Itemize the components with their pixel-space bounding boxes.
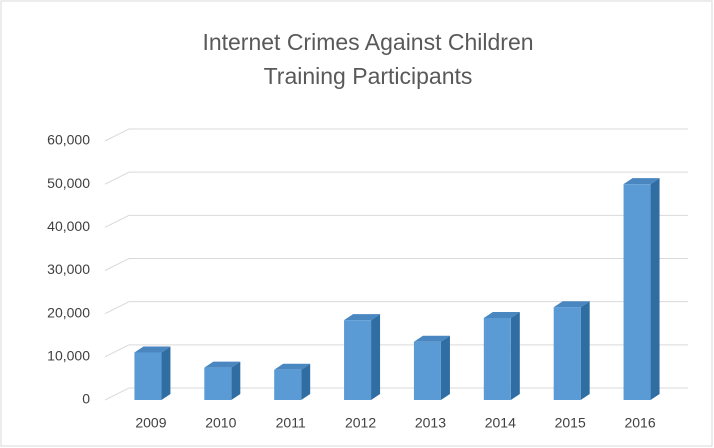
bar	[483, 317, 511, 400]
x-tick-label: 2013	[415, 415, 446, 431]
grid-line	[104, 171, 688, 185]
x-tick-label: 2011	[276, 415, 306, 431]
grid-line	[104, 128, 688, 142]
y-tick-label: 0	[82, 391, 90, 407]
bar-side	[161, 346, 171, 400]
bar	[623, 184, 651, 400]
x-tick-label: 2009	[135, 415, 166, 431]
bar-side	[301, 363, 311, 400]
y-tick-label: 60,000	[47, 132, 90, 148]
bar-side	[580, 301, 590, 400]
bar-top	[553, 301, 590, 308]
bar	[344, 320, 372, 400]
y-tick-label: 10,000	[47, 348, 90, 364]
bar	[134, 352, 162, 400]
y-tick-label: 30,000	[47, 261, 90, 277]
grid-line	[104, 258, 688, 271]
y-tick-label: 40,000	[47, 218, 90, 234]
x-tick-label: 2016	[624, 415, 655, 431]
grid-line	[104, 301, 688, 315]
bar-side	[510, 311, 520, 400]
y-tick-label: 20,000	[47, 304, 90, 320]
bar	[413, 341, 441, 400]
chart-title: Training Participants	[264, 63, 473, 89]
bar-side	[231, 361, 241, 400]
x-tick-label: 2010	[205, 415, 236, 431]
x-tick-label: 2015	[555, 415, 586, 431]
y-tick-label: 50,000	[47, 175, 90, 191]
bar-side	[650, 178, 660, 400]
bar	[553, 307, 581, 400]
bar-top	[204, 361, 241, 368]
bar	[204, 367, 232, 400]
bar-top	[274, 363, 311, 370]
bar-top	[413, 335, 450, 342]
bar-top	[344, 314, 381, 321]
bar-top	[483, 311, 520, 318]
x-tick-label: 2012	[345, 415, 376, 431]
x-tick-label: 2014	[485, 415, 516, 431]
bar-side	[371, 314, 381, 400]
bar	[274, 369, 302, 400]
bar-top	[134, 346, 171, 353]
chart-title: Internet Crimes Against Children	[202, 29, 533, 55]
bar-side	[440, 335, 450, 400]
grid-line	[104, 214, 688, 228]
bar-top	[623, 178, 660, 185]
